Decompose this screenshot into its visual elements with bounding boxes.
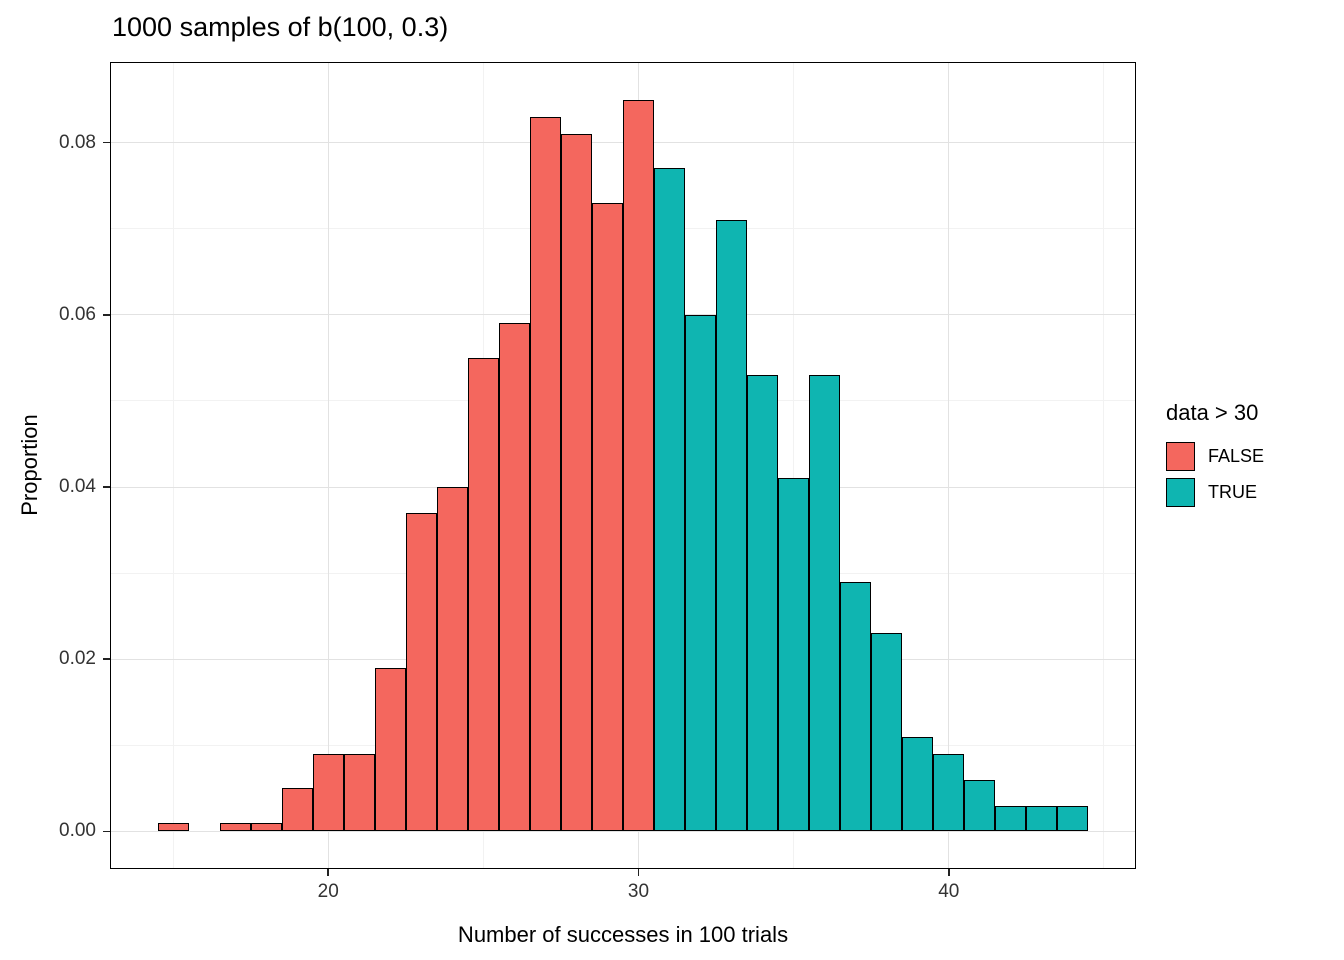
x-axis-title: Number of successes in 100 trials [457, 922, 789, 947]
legend-swatch-true-icon [1166, 478, 1195, 507]
histogram-bar [1057, 805, 1089, 832]
x-axis-tick [948, 869, 950, 876]
histogram-bar [529, 116, 561, 832]
histogram-bar [312, 753, 344, 832]
legend-swatch-false-icon [1166, 442, 1195, 471]
legend-entry-false: FALSE [1166, 442, 1264, 471]
x-tick-label: 20 [317, 881, 339, 902]
y-tick-label: 0.00 [59, 820, 96, 842]
histogram-bar [591, 202, 623, 832]
y-axis-tick [103, 830, 110, 833]
legend-entry-true: TRUE [1166, 478, 1264, 507]
histogram-bar [809, 375, 841, 832]
x-axis-tick [637, 869, 640, 876]
histogram-bar [902, 736, 934, 832]
y-axis-title: Proportion [17, 414, 42, 516]
x-tick-label: 40 [938, 881, 960, 902]
gridline-x-minor [1103, 63, 1105, 868]
histogram-bar [871, 633, 903, 832]
legend-label-false: FALSE [1208, 446, 1265, 466]
histogram-bar [219, 822, 251, 832]
y-axis-tick [103, 314, 110, 316]
histogram-bar [1026, 805, 1058, 832]
histogram-bar [747, 375, 779, 832]
x-axis-tick [327, 869, 329, 876]
y-axis-tick [103, 141, 110, 144]
x-tick-label: 30 [627, 881, 650, 902]
plot-panel [110, 62, 1136, 869]
gridline-x-minor [793, 63, 795, 868]
legend-title: data > 30 [1166, 400, 1259, 425]
histogram-bar [778, 478, 810, 832]
histogram-bar [716, 220, 748, 832]
y-axis-tick [103, 486, 110, 488]
legend-label-true: TRUE [1208, 482, 1257, 502]
histogram-bar [685, 314, 717, 832]
gridline-x-minor [172, 63, 174, 868]
histogram-bar [250, 822, 282, 832]
gridline-x-major [327, 63, 329, 868]
histogram-bar [157, 822, 189, 832]
legend: data > 30 FALSE TRUE [1166, 400, 1264, 514]
histogram-bar [405, 512, 437, 832]
y-tick-label: 0.02 [59, 648, 96, 670]
histogram-bar [623, 99, 655, 832]
histogram-bar [498, 323, 530, 832]
y-tick-label: 0.04 [59, 476, 96, 498]
histogram-bar [840, 581, 872, 832]
y-axis-tick [103, 658, 110, 660]
gridline-x-major [948, 63, 950, 868]
histogram-bar [436, 487, 468, 832]
gridline-y-major [111, 830, 1135, 832]
y-tick-label: 0.08 [59, 131, 96, 153]
histogram-bar [374, 667, 406, 832]
chart-title: 1000 samples of b(100, 0.3) [112, 12, 449, 42]
histogram-bar [281, 788, 313, 832]
histogram-bar [467, 357, 499, 832]
histogram-bar [933, 753, 965, 832]
histogram-bar [560, 134, 592, 832]
histogram-bar [654, 168, 686, 832]
y-tick-label: 0.06 [59, 303, 96, 325]
histogram-bar [995, 805, 1027, 832]
histogram-bar [964, 779, 996, 832]
histogram-bar [343, 753, 375, 832]
